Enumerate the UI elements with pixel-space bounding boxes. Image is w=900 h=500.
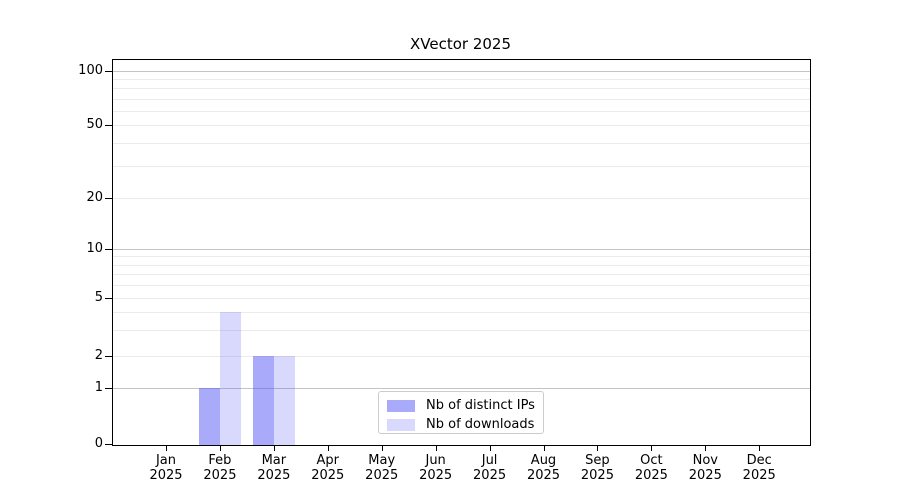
legend-swatch-downloads — [387, 418, 415, 431]
x-tick-month: Apr — [316, 453, 340, 468]
y-gridline-minor — [113, 264, 810, 266]
y-gridline-minor — [113, 142, 810, 144]
y-tick-mark — [105, 198, 112, 199]
x-tick-month: Nov — [692, 453, 718, 468]
y-tick-mark — [105, 444, 112, 445]
x-tick-year: 2025 — [203, 468, 237, 483]
y-tick-label: 5 — [94, 290, 103, 305]
y-gridline-minor — [113, 88, 810, 90]
x-tick-label: Aug 2025 — [512, 453, 576, 483]
y-gridline-minor — [113, 330, 810, 332]
bar-distinct-ips — [252, 356, 274, 445]
x-tick-year: 2025 — [257, 468, 291, 483]
x-tick-month: May — [368, 453, 396, 468]
x-tick-year: 2025 — [473, 468, 507, 483]
x-tick-mark — [273, 445, 275, 451]
y-gridline-minor — [113, 198, 810, 199]
x-tick-year: 2025 — [149, 468, 183, 483]
x-tick-label: Jun 2025 — [404, 453, 468, 483]
y-tick-label: 1 — [94, 380, 103, 395]
x-tick-label: Feb 2025 — [188, 453, 252, 483]
x-tick-year: 2025 — [526, 468, 561, 483]
x-tick-year: 2025 — [580, 468, 614, 483]
x-tick-month: Oct — [640, 453, 663, 468]
y-gridline-minor — [113, 256, 810, 258]
x-tick-month: Dec — [746, 453, 772, 468]
y-tick-label: 100 — [78, 63, 103, 78]
y-tick-mark — [105, 71, 112, 72]
x-tick-mark — [759, 445, 761, 451]
x-tick-label: Dec 2025 — [727, 453, 791, 483]
x-tick-month: Sep — [585, 453, 610, 468]
x-tick-year: 2025 — [688, 468, 722, 483]
x-tick-label: Sep 2025 — [565, 453, 629, 483]
x-tick-mark — [219, 445, 221, 451]
x-tick-label: Mar 2025 — [242, 453, 306, 483]
x-tick-mark — [435, 445, 437, 451]
y-tick-label: 2 — [94, 348, 103, 363]
chart-title: XVector 2025 — [409, 35, 511, 53]
y-tick-label: 20 — [86, 190, 103, 205]
x-tick-mark — [651, 445, 653, 451]
x-tick-year: 2025 — [634, 468, 668, 483]
y-gridline-minor — [113, 356, 810, 357]
x-tick-month: Jul — [481, 453, 498, 468]
y-gridline-major — [113, 249, 810, 250]
y-tick-mark — [105, 249, 112, 250]
x-tick-label: Jul 2025 — [458, 453, 522, 483]
y-gridline-minor — [113, 298, 810, 299]
y-gridline-major — [113, 388, 810, 389]
y-tick-mark — [105, 356, 112, 357]
y-tick-label: 10 — [86, 241, 103, 256]
y-gridline-major — [113, 71, 810, 72]
y-tick-mark — [105, 298, 112, 299]
x-tick-year: 2025 — [365, 468, 399, 483]
legend-item: Nb of distinct IPs — [387, 397, 543, 414]
x-tick-mark — [381, 445, 383, 451]
x-tick-label: Nov 2025 — [673, 453, 737, 483]
x-tick-label: Jan 2025 — [134, 453, 198, 483]
legend: Nb of distinct IPs Nb of downloads — [378, 391, 544, 434]
x-tick-mark — [489, 445, 491, 451]
y-gridline-minor — [113, 125, 810, 126]
x-tick-mark — [327, 445, 329, 451]
y-gridline-minor — [113, 110, 810, 112]
plot-area — [112, 59, 811, 446]
x-tick-mark — [597, 445, 599, 451]
x-tick-label: May 2025 — [350, 453, 414, 483]
x-tick-mark — [166, 445, 167, 451]
x-tick-month: Jun — [425, 453, 446, 468]
x-tick-year: 2025 — [419, 468, 453, 483]
y-gridline-minor — [113, 79, 810, 81]
legend-label: Nb of downloads — [426, 416, 535, 432]
y-tick-mark — [105, 125, 112, 126]
y-gridline-minor — [113, 274, 810, 276]
x-tick-month: Mar — [261, 453, 287, 468]
bar-downloads — [219, 312, 241, 445]
x-tick-label: Oct 2025 — [619, 453, 683, 483]
legend-swatch-distinct-ips — [387, 399, 415, 412]
y-tick-label: 50 — [86, 117, 103, 132]
y-gridline-minor — [113, 285, 810, 287]
y-tick-mark — [105, 388, 112, 389]
legend-item: Nb of downloads — [387, 416, 543, 433]
bar-downloads — [273, 356, 295, 445]
y-gridline-minor — [113, 98, 810, 100]
bar-distinct-ips — [198, 388, 220, 445]
y-gridline-minor — [113, 312, 810, 314]
x-tick-label: Apr 2025 — [296, 453, 360, 483]
legend-label: Nb of distinct IPs — [426, 397, 535, 413]
x-tick-month: Jan — [155, 453, 177, 468]
x-tick-year: 2025 — [311, 468, 345, 483]
x-tick-mark — [705, 445, 707, 451]
y-gridline-minor — [113, 165, 810, 167]
x-tick-month: Feb — [208, 453, 232, 468]
x-tick-mark — [543, 445, 545, 451]
x-tick-year: 2025 — [742, 468, 776, 483]
y-tick-label: 0 — [94, 436, 103, 451]
x-tick-month: Aug — [530, 453, 557, 468]
